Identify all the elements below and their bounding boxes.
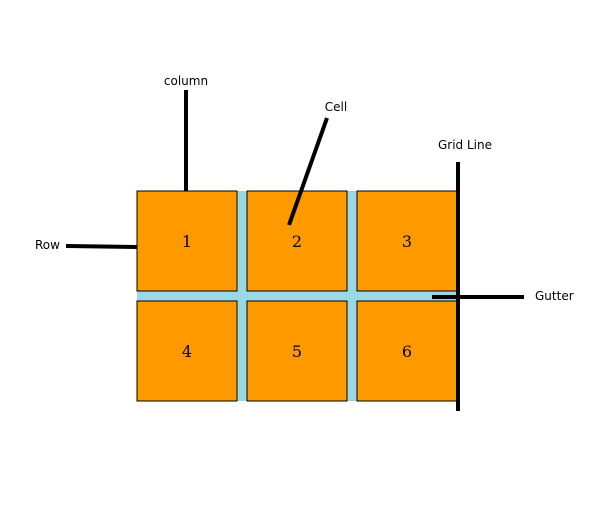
cell-number-2: 2 (292, 232, 302, 251)
cell-number-3: 3 (402, 232, 412, 251)
row-callout-line (66, 246, 137, 247)
cell-number-5: 5 (292, 342, 302, 361)
column-label: column (164, 74, 208, 88)
cell-number-1: 1 (182, 232, 192, 251)
cell-number-4: 4 (182, 342, 192, 361)
grid-line-label: Grid Line (438, 138, 492, 152)
row-label: Row (35, 238, 60, 252)
cell-label: Cell (325, 100, 347, 114)
gutter-label: Gutter (535, 289, 574, 303)
cell-number-6: 6 (402, 342, 412, 361)
